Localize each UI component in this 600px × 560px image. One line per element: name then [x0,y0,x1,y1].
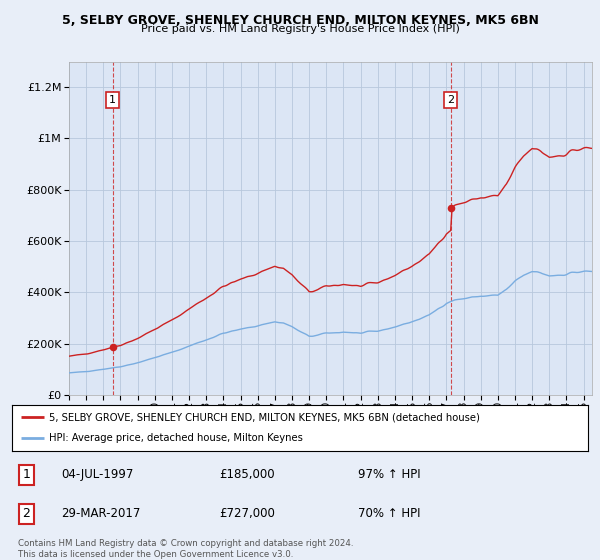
Text: 2: 2 [447,95,454,105]
Text: 1: 1 [22,468,31,482]
Text: HPI: Average price, detached house, Milton Keynes: HPI: Average price, detached house, Milt… [49,433,304,444]
Text: 70% ↑ HPI: 70% ↑ HPI [358,507,420,520]
Text: £185,000: £185,000 [220,468,275,482]
Text: £727,000: £727,000 [220,507,275,520]
Text: 04-JUL-1997: 04-JUL-1997 [61,468,133,482]
Text: 5, SELBY GROVE, SHENLEY CHURCH END, MILTON KEYNES, MK5 6BN (detached house): 5, SELBY GROVE, SHENLEY CHURCH END, MILT… [49,412,481,422]
Text: 5, SELBY GROVE, SHENLEY CHURCH END, MILTON KEYNES, MK5 6BN: 5, SELBY GROVE, SHENLEY CHURCH END, MILT… [62,14,538,27]
Text: Price paid vs. HM Land Registry's House Price Index (HPI): Price paid vs. HM Land Registry's House … [140,24,460,34]
Text: 29-MAR-2017: 29-MAR-2017 [61,507,140,520]
Text: 97% ↑ HPI: 97% ↑ HPI [358,468,420,482]
Point [446,204,455,213]
Text: Contains HM Land Registry data © Crown copyright and database right 2024.
This d: Contains HM Land Registry data © Crown c… [18,539,353,559]
Point [108,343,118,352]
Text: 2: 2 [22,507,31,520]
Text: 1: 1 [109,95,116,105]
